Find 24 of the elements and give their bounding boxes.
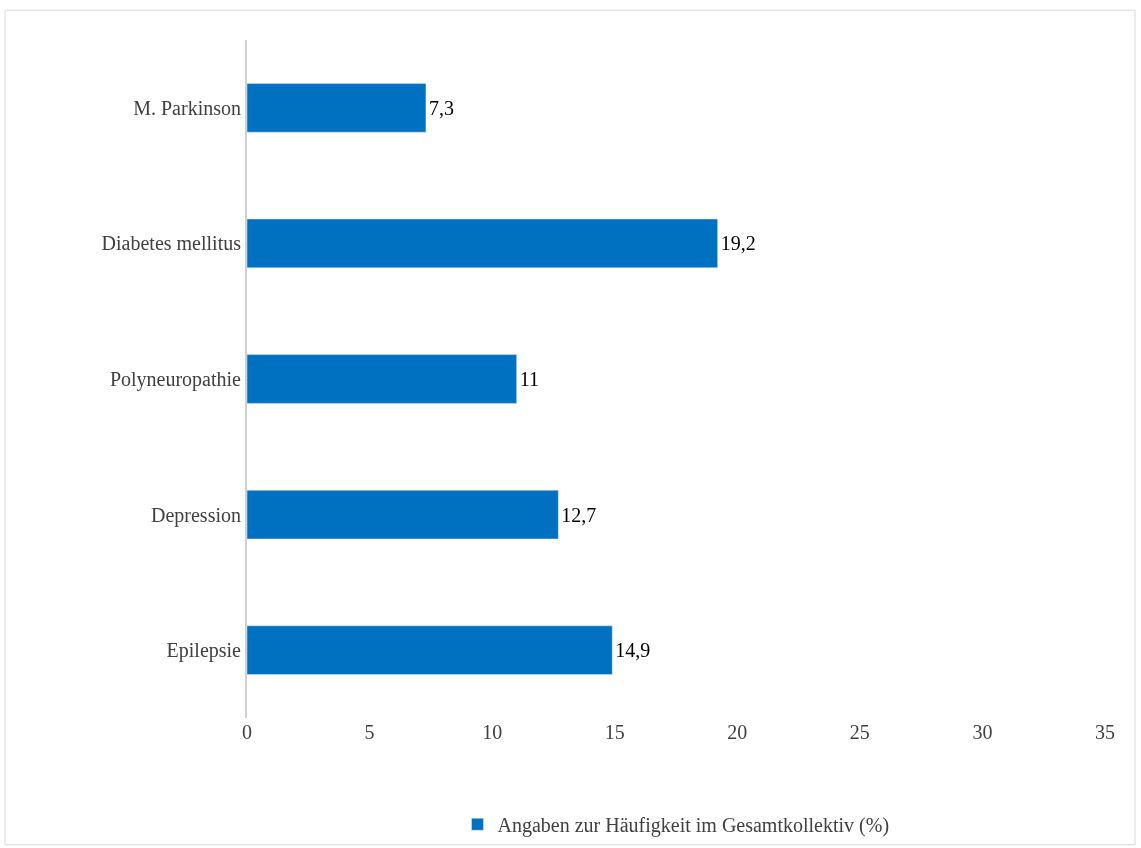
data-label: 7,3 [428, 96, 454, 119]
legend-label: Angaben zur Häufigkeit im Gesamtkollektiv (%) [497, 814, 890, 838]
y-tick-label: Epilepsie [166, 639, 242, 663]
y-tick-label: Diabetes mellitus [101, 232, 242, 255]
x-tick-label: 15 [604, 721, 625, 743]
bar [247, 83, 427, 133]
x-tick-label: 20 [727, 721, 748, 743]
data-label: 12,7 [561, 503, 597, 526]
x-tick-label: 35 [1095, 721, 1115, 743]
x-tick-label: 10 [482, 721, 503, 743]
bar [247, 354, 517, 404]
bar [247, 489, 559, 540]
data-label: 19,2 [720, 232, 756, 255]
y-tick-label: Depression [151, 503, 241, 527]
y-tick-label: Polyneuropathie [109, 368, 242, 391]
data-label: 14,9 [615, 639, 651, 662]
y-tick-label: M. Parkinson [133, 96, 241, 119]
bar [247, 218, 718, 269]
x-tick-label: 5 [364, 721, 375, 743]
data-label: 11 [519, 368, 539, 390]
x-tick-label: 30 [972, 721, 993, 743]
x-tick-label: 25 [849, 721, 870, 743]
x-tick-label: 0 [242, 721, 252, 743]
bar [247, 625, 613, 675]
